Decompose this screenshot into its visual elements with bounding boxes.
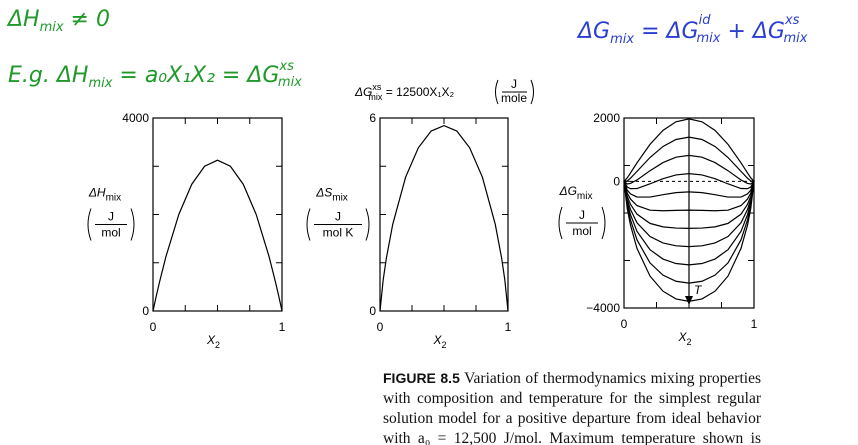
x-tick-label: 1: [505, 320, 512, 334]
x-axis-label: X2: [206, 333, 220, 350]
y-axis-label: ΔSmix: [315, 186, 348, 204]
y-label-main: ΔS: [315, 186, 332, 200]
y-axis-label: ΔHmix: [88, 186, 121, 204]
plot-frame: [379, 117, 509, 312]
arrow-head: [685, 296, 693, 305]
x-tick-label: 0: [150, 320, 157, 334]
x-label-main: X: [677, 330, 687, 344]
caption: FIGURE 8.5 Variation of thermodynamics m…: [383, 370, 761, 445]
x-label-sub: 2: [687, 337, 692, 347]
inset-equation: ΔGxs mix = 12500X₁X₂: [354, 82, 454, 102]
y-label-sub: mix: [577, 191, 593, 202]
x-label-sub: 2: [442, 340, 447, 350]
x-tick-label: 0: [621, 317, 628, 331]
y-label-main: ΔH: [88, 186, 106, 200]
y-unit-num: J: [108, 210, 114, 224]
handwritten-note: E.g. ΔHmix = a₀X₁X₂ = ΔGxs mix: [8, 59, 302, 91]
curve: [152, 159, 283, 312]
y-tick-label: 0: [613, 174, 620, 188]
x-tick-label: 0: [377, 320, 384, 334]
y-unit-num: J: [335, 210, 341, 224]
paren: [87, 208, 135, 241]
y-unit-den: mol: [101, 226, 120, 240]
y-label-sub: mix: [106, 193, 122, 204]
y-tick-label: 2000: [593, 111, 620, 125]
x-label-sub: 2: [215, 340, 220, 350]
y-tick-label: 0: [369, 304, 376, 318]
x-axis-label: X2: [432, 333, 446, 350]
x-tick-label: 1: [279, 320, 286, 334]
y-label-sub: mix: [332, 193, 348, 204]
y-axis-label: ΔGmix: [559, 184, 593, 202]
y-tick-label: 0: [142, 304, 149, 318]
handwritten-note: ΔGmix = ΔGid mix + ΔGxs mix: [576, 13, 808, 47]
plot-frame: [152, 117, 283, 312]
y-tick-label: 6: [369, 111, 376, 125]
temperature-label: T: [694, 283, 703, 297]
y-unit-den: mol K: [323, 226, 354, 240]
y-label-main: ΔG: [559, 184, 577, 198]
x-label-main: X: [432, 333, 442, 347]
handwritten-note: ΔHmix ≠ 0: [6, 7, 110, 35]
x-axis-label: X2: [677, 330, 691, 347]
x-label-main: X: [206, 333, 216, 347]
y-unit-num: J: [579, 208, 585, 222]
curve: [379, 124, 509, 312]
paren: [495, 79, 534, 105]
paren: [558, 206, 606, 240]
paren: [306, 208, 370, 241]
unit-den: mole: [501, 91, 527, 105]
unit-num: J: [511, 77, 517, 91]
y-tick-label: −4000: [586, 301, 620, 315]
x-tick-label: 1: [751, 317, 758, 331]
y-unit-den: mol: [572, 224, 591, 238]
y-tick-label: 4000: [122, 111, 149, 125]
